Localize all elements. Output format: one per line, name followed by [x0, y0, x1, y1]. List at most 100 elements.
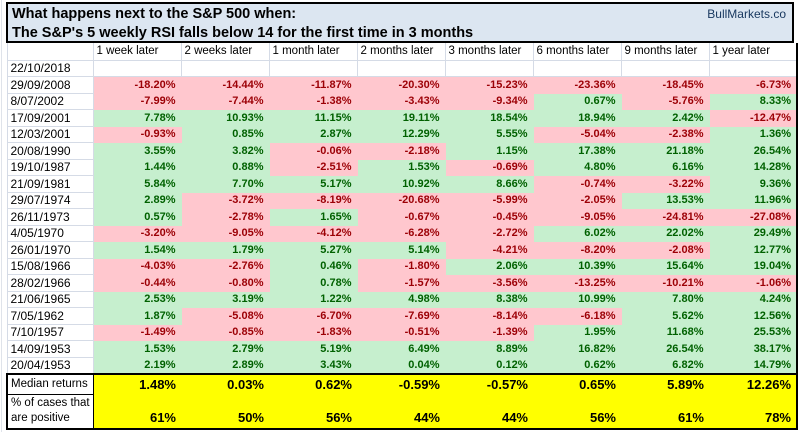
return-cell: 3.43%	[269, 357, 358, 374]
return-cell: 38.17%	[709, 340, 798, 358]
table-row: 22/10/2018	[6, 60, 798, 77]
return-cell: 9.36%	[709, 175, 798, 193]
return-cell: -6.73%	[709, 76, 798, 94]
return-cell: 3.82%	[181, 142, 270, 160]
return-cell: -5.04%	[533, 126, 622, 143]
return-cell: 12.56%	[709, 307, 798, 325]
return-cell: -0.80%	[181, 274, 270, 292]
return-cell: -9.05%	[533, 208, 622, 226]
date-cell: 29/09/2008	[6, 76, 94, 94]
return-cell: -1.80%	[357, 258, 446, 275]
summary-value-cell: 0.62%	[269, 372, 357, 395]
return-cell: -6.18%	[533, 307, 622, 325]
title-line-2: The S&P's 5 weekly RSI falls below 14 fo…	[12, 25, 474, 41]
return-cell: 11.15%	[269, 109, 358, 127]
return-cell: 8.33%	[709, 93, 798, 110]
date-cell: 7/10/1957	[6, 324, 94, 341]
title-box: What happens next to the S&P 500 when: T…	[6, 2, 794, 43]
return-cell: -0.51%	[357, 324, 446, 341]
return-cell: -4.12%	[269, 225, 358, 242]
return-cell: 12.77%	[709, 241, 798, 259]
header-row: 1 week later 2 weeks later 1 month later 2 …	[6, 43, 798, 61]
return-cell: 2.89%	[93, 192, 182, 209]
column-header: 2 weeks later	[181, 43, 270, 61]
return-cell: -3.72%	[181, 192, 270, 209]
date-cell: 20/08/1990	[6, 142, 94, 160]
date-cell: 28/02/1966	[6, 274, 94, 292]
return-cell: -2.05%	[533, 192, 622, 209]
return-cell: 4.98%	[357, 291, 446, 308]
summary-row-positive: % of cases that are positive 61% 50% 56% 44% 4…	[6, 394, 798, 430]
summary-value-cell: 5.89%	[621, 372, 709, 395]
return-cell: 2.19%	[93, 357, 182, 374]
table-row: 26/01/1970 1.54% 1.79% 5.27% 5.14% -4.21% -8.2…	[6, 241, 798, 259]
return-cell: -23.36%	[533, 76, 622, 94]
date-cell: 21/06/1965	[6, 291, 94, 308]
return-cell: -0.67%	[357, 208, 446, 226]
date-cell: 20/04/1953	[6, 357, 94, 374]
return-cell: -3.22%	[621, 175, 710, 193]
return-cell: 13.53%	[621, 192, 710, 209]
date-cell: 21/09/1981	[6, 175, 94, 193]
return-cell: -14.44%	[181, 76, 270, 94]
date-cell: 8/07/2002	[6, 93, 94, 110]
date-cell: 12/03/2001	[6, 126, 94, 143]
title-line-1: What happens next to the S&P 500 when:	[12, 6, 297, 22]
return-cell: 15.64%	[621, 258, 710, 275]
return-cell: 5.27%	[269, 241, 358, 259]
summary-value-cell: 1.48%	[93, 372, 181, 395]
summary-value-cell: 61%	[93, 394, 181, 430]
return-cell: 11.68%	[621, 324, 710, 341]
return-cell: 0.78%	[269, 274, 358, 292]
date-cell: 7/05/1962	[6, 307, 94, 325]
return-cell: -8.19%	[269, 192, 358, 209]
return-cell: 2.87%	[269, 126, 358, 143]
return-cell: 10.93%	[181, 109, 270, 127]
summary-label-line: are positive	[11, 412, 70, 424]
return-cell: 7.78%	[93, 109, 182, 127]
column-header: 9 months later	[621, 43, 710, 61]
return-cell: 10.99%	[533, 291, 622, 308]
table-row: 20/08/1990 3.55% 3.82% -0.06% -2.18% 1.15% 17.…	[6, 142, 798, 160]
return-cell: -6.70%	[269, 307, 358, 325]
column-header: 1 week later	[93, 43, 182, 61]
return-cell: -7.44%	[181, 93, 270, 110]
return-cell: 2.89%	[181, 357, 270, 374]
table-row: 14/09/1953 1.53% 2.79% 5.19% 6.49% 8.89% 16.82…	[6, 340, 798, 358]
return-cell: -6.28%	[357, 225, 446, 242]
date-cell: 4/05/1970	[6, 225, 94, 242]
date-cell: 26/11/1973	[6, 208, 94, 226]
return-cell: 1.15%	[445, 142, 534, 160]
return-cell: -8.14%	[445, 307, 534, 325]
date-column-header	[6, 43, 94, 61]
return-cell: -18.20%	[93, 76, 182, 94]
table-row: 28/02/1966 -0.44% -0.80% 0.78% -1.57% -3.56% -…	[6, 274, 798, 292]
table-summary: Median returns 1.48% 0.03% 0.62% -0.59% -0.57…	[6, 372, 798, 430]
return-cell: -2.08%	[621, 241, 710, 259]
return-cell: 8.38%	[445, 291, 534, 308]
return-cell: 14.28%	[709, 159, 798, 176]
return-cell: 1.53%	[357, 159, 446, 176]
return-cell: 8.89%	[445, 340, 534, 358]
return-cell: 6.16%	[621, 159, 710, 176]
return-cell: -5.08%	[181, 307, 270, 325]
return-cell: -9.05%	[181, 225, 270, 242]
return-cell: 26.54%	[709, 142, 798, 160]
return-cell: 2.06%	[445, 258, 534, 275]
return-cell: -0.06%	[269, 142, 358, 160]
returns-table: 1 week later 2 weeks later 1 month later 2 …	[6, 43, 798, 430]
return-cell: 0.57%	[93, 208, 182, 226]
summary-value-cell: 50%	[181, 394, 269, 430]
return-cell: 2.53%	[93, 291, 182, 308]
date-cell: 22/10/2018	[6, 60, 94, 77]
return-cell: 12.29%	[357, 126, 446, 143]
return-cell: 1.22%	[269, 291, 358, 308]
return-cell: 1.53%	[93, 340, 182, 358]
return-cell: -10.21%	[621, 274, 710, 292]
table-row: 19/10/1987 1.44% 0.88% -2.51% 1.53% -0.69% 4.8…	[6, 159, 798, 176]
return-cell: 26.54%	[621, 340, 710, 358]
return-cell: -15.23%	[445, 76, 534, 94]
return-cell: -0.45%	[445, 208, 534, 226]
return-cell: 0.46%	[269, 258, 358, 275]
summary-value-cell: 78%	[709, 394, 798, 430]
